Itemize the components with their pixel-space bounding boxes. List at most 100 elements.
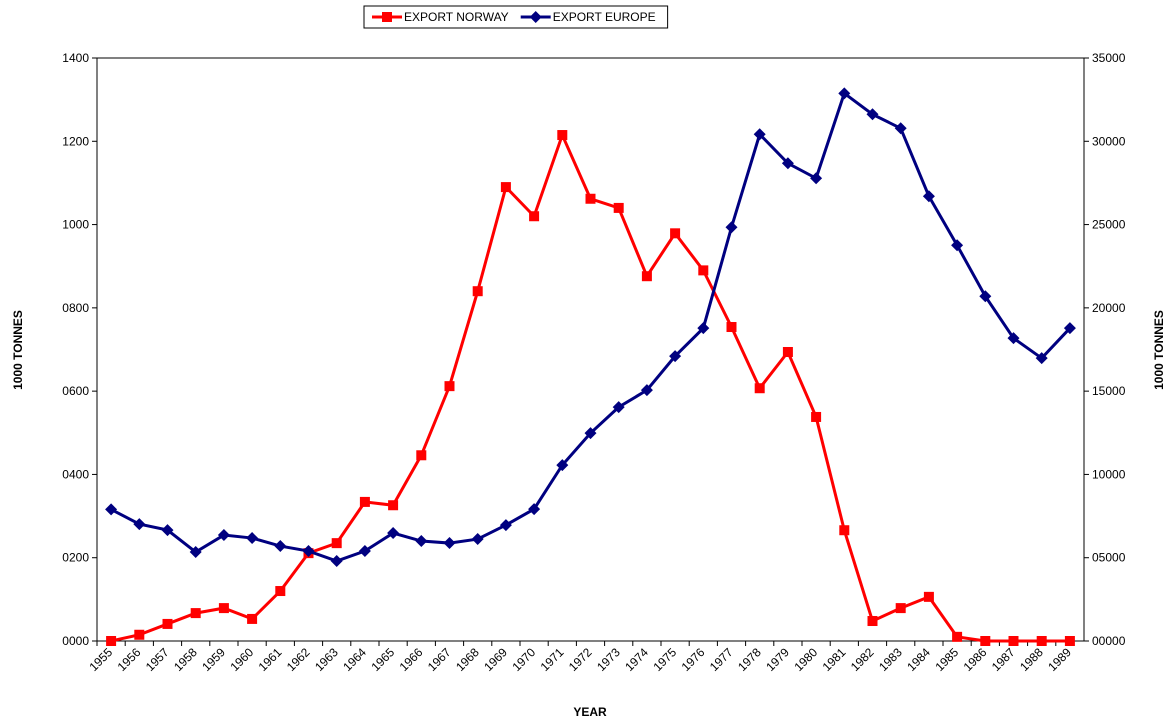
data-point: [133, 518, 146, 531]
data-point: [331, 538, 342, 549]
data-point: [867, 616, 878, 627]
data-point: [980, 636, 991, 646]
x-tick-label: 1970: [509, 645, 538, 674]
y2-tick-label: 05000: [1092, 551, 1126, 565]
data-point: [670, 228, 681, 239]
x-tick-label: 1989: [1045, 645, 1074, 674]
data-point: [894, 122, 907, 135]
x-tick-label: 1965: [368, 645, 397, 674]
data-point: [1036, 636, 1047, 646]
x-tick-label: 1969: [481, 645, 510, 674]
data-point: [895, 603, 906, 614]
data-point: [698, 265, 709, 276]
x-tick-label: 1964: [340, 645, 369, 674]
legend-label: EXPORT NORWAY: [404, 10, 509, 24]
data-point: [584, 427, 597, 440]
data-point: [528, 503, 541, 516]
data-point: [1064, 636, 1075, 646]
data-point: [1007, 332, 1020, 345]
x-tick-label: 1960: [227, 645, 256, 674]
y-tick-label: 0400: [62, 467, 89, 481]
data-point: [499, 519, 512, 532]
data-point: [952, 631, 963, 642]
data-point: [358, 545, 371, 558]
data-point: [726, 322, 737, 333]
data-point: [106, 636, 117, 646]
y-tick-label: 1200: [62, 134, 89, 148]
y-tick-label: 0200: [62, 551, 89, 565]
data-point: [979, 290, 992, 303]
x-tick-label: 1968: [453, 645, 482, 674]
y2-tick-label: 10000: [1092, 467, 1126, 481]
y-tick-label: 0000: [62, 634, 89, 648]
y2-tick-label: 30000: [1092, 134, 1126, 148]
data-point: [811, 411, 822, 422]
x-tick-label: 1962: [284, 645, 313, 674]
data-point: [529, 211, 540, 222]
y-tick-label: 1400: [62, 51, 89, 65]
data-point: [781, 157, 794, 170]
y2-tick-label: 20000: [1092, 301, 1126, 315]
y2-tick-label: 25000: [1092, 218, 1126, 232]
data-point: [866, 108, 879, 121]
data-point: [1035, 352, 1048, 365]
data-point: [387, 527, 400, 540]
y-tick-label: 0800: [62, 301, 89, 315]
data-point: [585, 193, 596, 204]
data-point: [951, 239, 964, 252]
data-point: [923, 591, 934, 602]
data-point: [1063, 322, 1076, 335]
data-point: [444, 381, 455, 392]
y2-tick-label: 00000: [1092, 634, 1126, 648]
x-tick-label: 1975: [650, 645, 679, 674]
data-point: [810, 172, 823, 185]
data-point: [500, 182, 511, 193]
x-tick-label: 1955: [86, 645, 115, 674]
data-point: [388, 500, 399, 511]
x-tick-label: 1963: [312, 645, 341, 674]
plot-frame: [96, 57, 1085, 642]
y-tick-label: 0600: [62, 384, 89, 398]
x-tick-label: 1981: [820, 645, 849, 674]
data-point: [471, 533, 484, 546]
data-point: [302, 545, 315, 558]
y2-axis-title: 1000 TONNES: [1152, 310, 1166, 390]
x-tick-label: 1979: [763, 645, 792, 674]
data-point: [105, 503, 118, 516]
data-point: [838, 87, 851, 100]
data-point: [697, 322, 710, 335]
data-point: [725, 221, 738, 234]
data-point: [359, 496, 370, 507]
data-point: [472, 286, 483, 297]
x-tick-label: 1984: [904, 645, 933, 674]
x-axis-title: YEAR: [573, 705, 607, 719]
x-tick-label: 1983: [876, 645, 905, 674]
x-tick-label: 1967: [425, 645, 454, 674]
data-point: [922, 190, 935, 203]
y-axis-title: 1000 TONNES: [11, 310, 25, 390]
y2-tick-label: 15000: [1092, 384, 1126, 398]
legend-marker: [529, 11, 542, 23]
x-tick-label: 1977: [707, 645, 736, 674]
x-tick-label: 1956: [115, 645, 144, 674]
data-point: [443, 537, 456, 550]
x-tick-label: 1971: [538, 645, 567, 674]
legend: EXPORT NORWAY EXPORT EUROPE: [363, 5, 669, 29]
data-point: [754, 383, 765, 394]
data-point: [217, 529, 230, 542]
data-point: [189, 546, 202, 559]
data-point: [641, 271, 652, 282]
x-tick-label: 1958: [171, 645, 200, 674]
x-tick-label: 1973: [594, 645, 623, 674]
x-tick-label: 1961: [256, 645, 285, 674]
legend-marker: [382, 12, 392, 22]
data-point: [1008, 636, 1019, 646]
legend-box: [363, 5, 669, 29]
x-tick-label: 1974: [622, 645, 651, 674]
data-point: [416, 450, 427, 461]
data-point: [274, 540, 287, 553]
data-point: [415, 535, 428, 548]
x-tick-label: 1987: [989, 645, 1018, 674]
x-tick-label: 1980: [791, 645, 820, 674]
